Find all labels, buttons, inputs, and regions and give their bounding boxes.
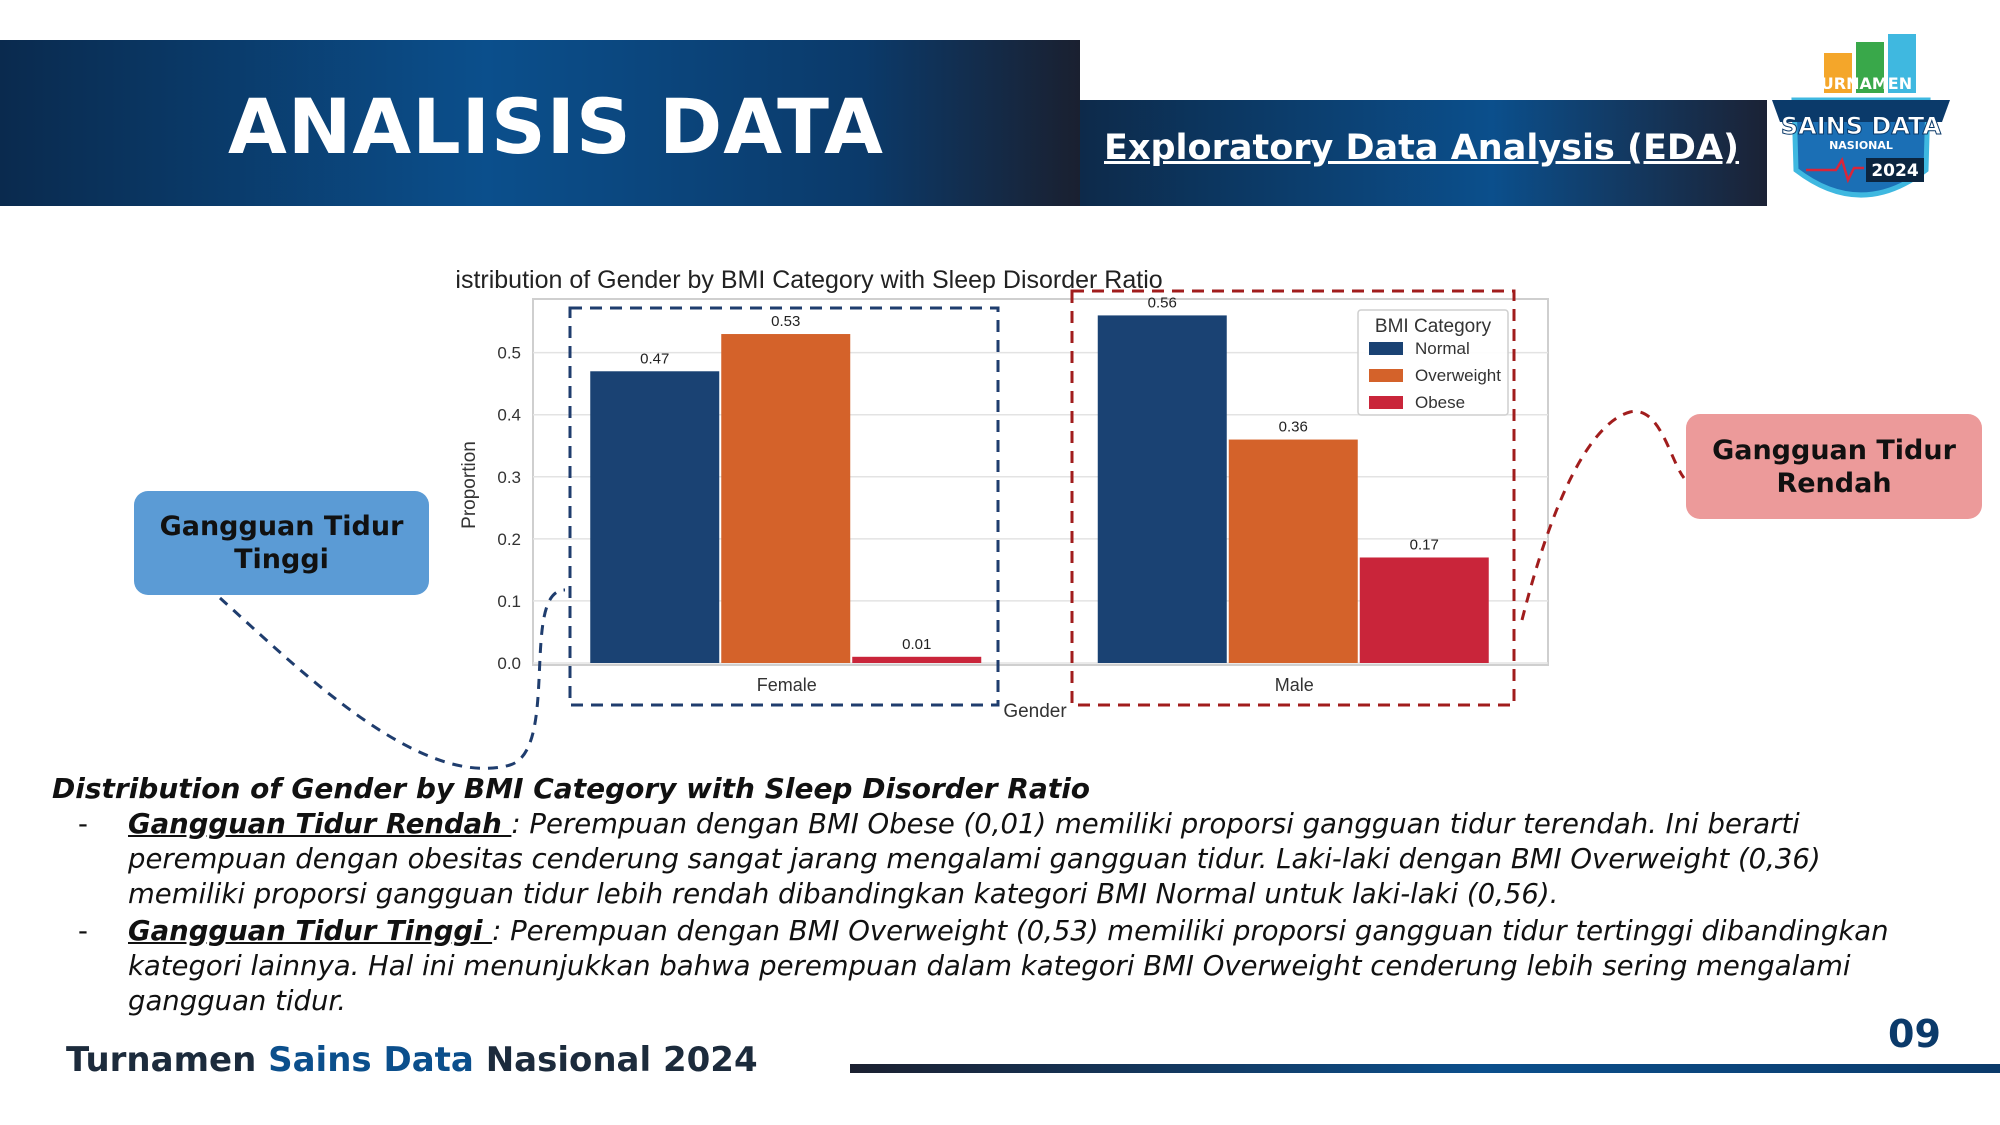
bullet-dash: - <box>78 808 88 840</box>
legend-box <box>1357 309 1509 416</box>
page-subtitle: Exploratory Data Analysis (EDA) <box>1104 128 1740 168</box>
logo-line1: TURNAMEN <box>1810 74 1912 93</box>
bullet-text: : Perempuan dengan BMI Overweight (0,53)… <box>128 915 1889 1017</box>
y-tick-label: 0.1 <box>497 592 521 611</box>
footer-divider <box>850 1064 2000 1073</box>
bar-chart-shield-logo: TURNAMEN SAINS DATA NASIONAL 2024 <box>1772 34 1950 198</box>
title-banner <box>0 40 1080 206</box>
low-sleep-disorder-box <box>1070 289 1516 707</box>
callout-high-sleep-disorder: Gangguan Tidur Tinggi <box>134 491 429 595</box>
y-axis-label: Proportion <box>459 441 480 529</box>
bullet-term: Gangguan Tidur Rendah <box>128 808 512 840</box>
logo-heartbeat <box>1806 156 1864 184</box>
y-tick-label: 0.5 <box>497 344 521 363</box>
bar-value-label: 0.01 <box>902 636 931 653</box>
subtitle-banner <box>1080 100 1767 206</box>
y-tick-label: 0.0 <box>497 654 521 673</box>
bar-value-label: 0.56 <box>1148 294 1177 311</box>
logo-year: 2024 <box>1871 161 1918 181</box>
bullet-dash: - <box>78 915 88 947</box>
bullet-high: - Gangguan Tidur Tinggi : Perempuan deng… <box>52 914 1932 1019</box>
logo-bar-green <box>1856 42 1884 93</box>
y-tick-label: 0.3 <box>497 468 521 487</box>
footer-part-b: Sains Data <box>268 1040 486 1080</box>
bar-value-label: 0.36 <box>1279 419 1308 436</box>
footer-part-c: Nasional 2024 <box>485 1040 758 1080</box>
y-tick-label: 0.4 <box>497 406 521 425</box>
legend-swatch-obese <box>1369 396 1403 409</box>
legend-swatch-normal <box>1369 342 1403 355</box>
bar-obese-female <box>852 656 982 663</box>
logo-line3: NASIONAL <box>1829 139 1893 152</box>
x-tick-label: Female <box>757 675 817 695</box>
analysis-heading: Distribution of Gender by BMI Category w… <box>52 772 1091 805</box>
logo-year-box <box>1866 158 1924 182</box>
bar-value-label: 0.17 <box>1410 536 1439 553</box>
y-tick-label: 0.2 <box>497 530 521 549</box>
chart-title: Distribution of Gender by BMI Category w… <box>455 266 1163 294</box>
footer-part-a: Turnamen <box>66 1040 269 1080</box>
bar-normal-female <box>590 371 720 663</box>
footer-brand: Turnamen Sains Data Nasional 2024 <box>66 1040 758 1080</box>
bar-obese-male <box>1359 557 1489 663</box>
logo-bar-cyan <box>1888 34 1916 93</box>
bar-value-label: 0.53 <box>771 313 800 330</box>
bar-normal-male <box>1097 315 1227 663</box>
bar-chart: Distribution of Gender by BMI Category w… <box>455 266 1549 722</box>
legend-label-overweight: Overweight <box>1415 366 1501 385</box>
logo-line2: SAINS DATA <box>1781 112 1942 140</box>
bar-overweight-female <box>721 334 851 663</box>
high-sleep-disorder-box <box>568 306 1000 707</box>
page-number: 09 <box>1888 1012 1941 1056</box>
logo-ribbon <box>1772 100 1950 122</box>
logo-bar-orange <box>1824 53 1852 93</box>
analysis-section: Distribution of Gender by BMI Category w… <box>52 772 1932 1019</box>
bullet-text: : Perempuan dengan BMI Obese (0,01) memi… <box>128 808 1821 910</box>
x-tick-label: Male <box>1275 675 1314 695</box>
bar-overweight-male <box>1228 439 1358 663</box>
legend-label-normal: Normal <box>1415 339 1470 358</box>
page-title: ANALISIS DATA <box>228 82 884 171</box>
legend-swatch-overweight <box>1369 369 1403 382</box>
bullet-low: - Gangguan Tidur Rendah : Perempuan deng… <box>52 807 1932 912</box>
x-axis-label: Gender <box>1003 701 1067 722</box>
bullet-term: Gangguan Tidur Tinggi <box>128 915 493 947</box>
bar-value-label: 0.47 <box>640 350 669 367</box>
callout-low-sleep-disorder: Gangguan Tidur Rendah <box>1686 414 1982 519</box>
legend-title: BMI Category <box>1375 316 1492 337</box>
legend-label-obese: Obese <box>1415 393 1465 412</box>
